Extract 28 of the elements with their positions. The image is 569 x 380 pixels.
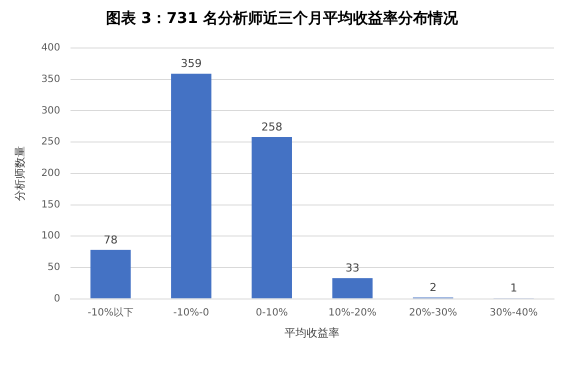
data-label: 359 [180,57,202,70]
y-tick-label: 0 [54,293,60,304]
x-tick-label: 20%-30% [409,307,458,318]
x-tick-label: 0-10% [256,307,288,318]
data-label: 2 [430,280,437,294]
y-tick-label: 300 [41,105,60,116]
y-tick-label: 50 [48,262,60,274]
y-tick-label: 250 [41,136,60,148]
y-tick-label: 150 [41,199,60,210]
data-label: 33 [345,261,360,274]
bar [171,74,212,298]
x-axis-title: 平均收益率 [284,326,340,340]
y-axis-title: 分析师数量 [13,146,26,201]
bar [252,137,292,298]
chart-title: 图表 3：731 名分析师近三个月平均收益率分布情况 [106,8,460,27]
data-label: 78 [104,233,118,246]
y-tick-label: 100 [41,230,60,242]
bar [90,250,131,298]
y-tick-label: 350 [41,74,60,85]
data-label: 258 [261,120,282,134]
bar [332,278,373,298]
data-label: 1 [510,282,518,295]
x-tick-label: -10%-0 [173,307,210,318]
y-tick-label: 400 [41,42,60,54]
x-tick-label: -10%以下 [88,306,134,318]
y-tick-label: 200 [41,168,60,179]
x-tick-label: 30%-40% [490,307,538,318]
x-tick-label: 10%-20% [328,307,376,318]
